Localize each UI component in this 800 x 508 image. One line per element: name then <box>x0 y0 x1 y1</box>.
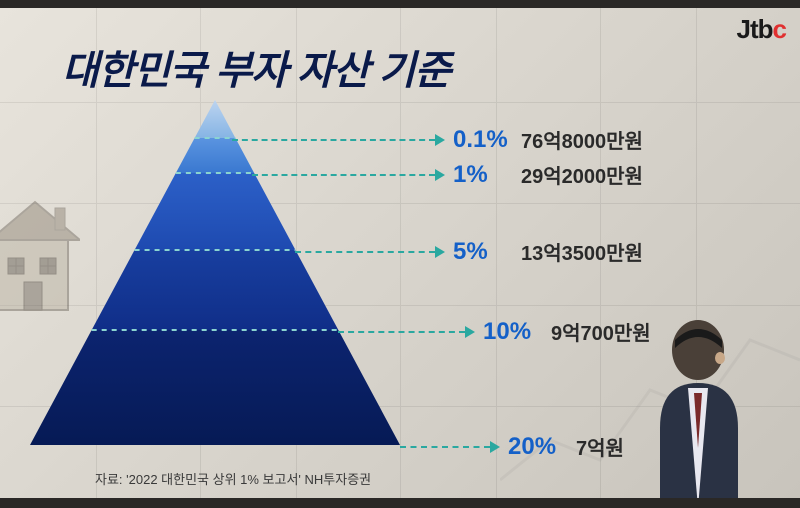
presenter-silhouette <box>620 308 770 508</box>
broadcaster-logo: Jtbc <box>737 14 786 45</box>
tier-percent: 0.1% <box>453 126 509 154</box>
arrow-icon <box>435 169 445 181</box>
arrow-icon <box>465 326 475 338</box>
tier-row: 1% 29억2000만원 <box>252 160 643 189</box>
tier-amount: 76억8000만원 <box>521 125 643 154</box>
leader-line <box>252 174 435 176</box>
logo-text: Jtb <box>737 14 773 44</box>
leader-line <box>338 331 465 333</box>
tier-row: 20% 7억원 <box>400 432 624 461</box>
arrow-icon <box>435 134 445 146</box>
leader-line <box>295 251 435 253</box>
leader-line <box>400 446 490 448</box>
tier-percent: 1% <box>453 161 509 189</box>
tier-percent: 5% <box>453 238 509 266</box>
tier-amount: 29억2000만원 <box>521 160 643 189</box>
logo-red: c <box>773 14 786 44</box>
chart-title: 대한민국 부자 자산 기준 <box>62 38 450 96</box>
tier-amount: 13억3500만원 <box>521 237 643 266</box>
tier-amount: 7억원 <box>576 432 624 461</box>
data-source: 자료: '2022 대한민국 상위 1% 보고서' NH투자증권 <box>95 469 371 488</box>
pyramid-shape <box>25 100 425 460</box>
leader-line <box>232 139 435 141</box>
arrow-icon <box>435 246 445 258</box>
tier-percent: 20% <box>508 433 564 461</box>
tier-row: 5% 13억3500만원 <box>295 237 643 266</box>
tier-row: 10%9억700만원 <box>338 317 651 346</box>
tier-row: 0.1% 76억8000만원 <box>232 125 643 154</box>
tier-percent: 10% <box>483 318 539 346</box>
arrow-icon <box>490 441 500 453</box>
